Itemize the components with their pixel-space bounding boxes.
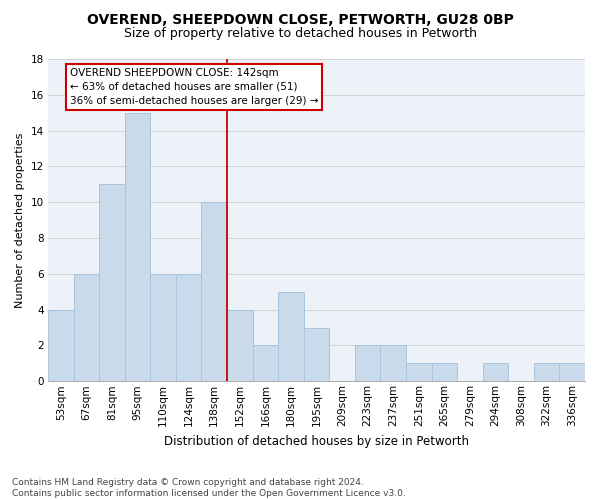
Bar (534, 364, 559, 382)
Bar (48, 310, 74, 382)
Bar (150, 274, 176, 382)
Bar (125, 112, 150, 382)
Text: Size of property relative to detached houses in Petworth: Size of property relative to detached ho… (124, 28, 476, 40)
Bar (380, 346, 406, 382)
Y-axis label: Number of detached properties: Number of detached properties (15, 132, 25, 308)
Text: OVEREND, SHEEPDOWN CLOSE, PETWORTH, GU28 0BP: OVEREND, SHEEPDOWN CLOSE, PETWORTH, GU28… (86, 12, 514, 26)
Bar (227, 310, 253, 382)
Bar (176, 274, 202, 382)
Bar (559, 364, 585, 382)
Bar (406, 364, 431, 382)
Bar (253, 346, 278, 382)
X-axis label: Distribution of detached houses by size in Petworth: Distribution of detached houses by size … (164, 434, 469, 448)
Bar (431, 364, 457, 382)
Bar (74, 274, 99, 382)
Bar (483, 364, 508, 382)
Bar (202, 202, 227, 382)
Text: Contains HM Land Registry data © Crown copyright and database right 2024.
Contai: Contains HM Land Registry data © Crown c… (12, 478, 406, 498)
Bar (355, 346, 380, 382)
Text: OVEREND SHEEPDOWN CLOSE: 142sqm
← 63% of detached houses are smaller (51)
36% of: OVEREND SHEEPDOWN CLOSE: 142sqm ← 63% of… (70, 68, 318, 106)
Bar (278, 292, 304, 382)
Bar (99, 184, 125, 382)
Bar (304, 328, 329, 382)
